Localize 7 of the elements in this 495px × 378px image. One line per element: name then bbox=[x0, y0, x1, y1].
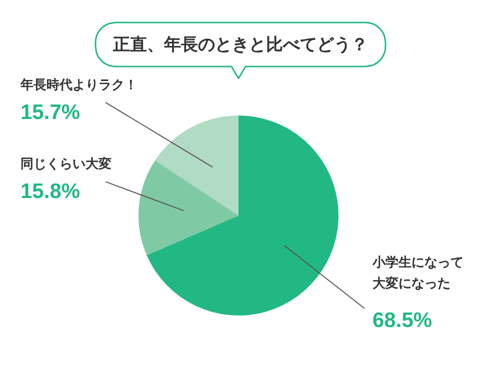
slice-label: 年長時代よりラク！ bbox=[20, 76, 138, 92]
chart-title: 正直、年長のときと比べてどう？ bbox=[112, 35, 368, 54]
data-label: 15.7% bbox=[20, 100, 80, 124]
slice-label: 同じくらい大変 bbox=[20, 156, 112, 172]
slice-label: 小学生になって大変になった bbox=[372, 254, 464, 290]
data-label: 15.8% bbox=[20, 180, 80, 204]
data-label: 68.5% bbox=[372, 308, 432, 332]
